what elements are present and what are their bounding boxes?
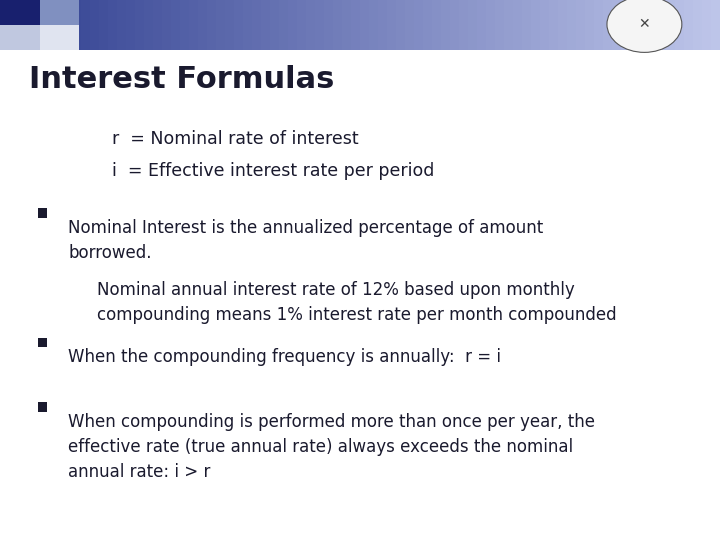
Bar [108,0,117,50]
Bar [36,0,45,50]
Bar [612,0,621,50]
Bar [198,0,207,50]
Bar [477,0,486,50]
Bar [63,0,72,50]
Bar [648,0,657,50]
Bar [38,208,47,218]
Text: i  = Effective interest rate per period: i = Effective interest rate per period [112,162,434,180]
Bar [153,0,162,50]
Bar [54,0,63,50]
Bar [144,0,153,50]
Bar [72,0,81,50]
Bar [567,0,576,50]
Bar [378,0,387,50]
Bar [38,338,47,347]
Bar [234,0,243,50]
Bar [684,0,693,50]
Bar [423,0,432,50]
Bar [0,0,40,25]
Bar [558,0,567,50]
Bar [666,0,675,50]
Text: Interest Formulas: Interest Formulas [29,65,334,94]
Bar [171,0,180,50]
Bar [540,0,549,50]
Text: ✕: ✕ [639,17,650,31]
Bar [396,0,405,50]
Bar [288,0,297,50]
Bar [531,0,540,50]
Bar [38,402,47,412]
Bar [0,0,9,50]
Bar [270,0,279,50]
Bar [468,0,477,50]
Bar [243,0,252,50]
Bar [522,0,531,50]
Bar [693,0,702,50]
Bar [180,0,189,50]
Bar [297,0,306,50]
Bar [639,0,648,50]
Bar [225,0,234,50]
Bar [549,0,558,50]
Bar [324,0,333,50]
Bar [306,0,315,50]
Bar [126,0,135,50]
Bar [207,0,216,50]
Bar [414,0,423,50]
Bar [90,0,99,50]
Bar [252,0,261,50]
Bar [702,0,711,50]
Bar [621,0,630,50]
Bar [216,0,225,50]
Bar [135,0,144,50]
Text: When the compounding frequency is annually:  r = i: When the compounding frequency is annual… [68,348,501,366]
Bar [657,0,666,50]
Bar [369,0,378,50]
Text: When compounding is performed more than once per year, the
effective rate (true : When compounding is performed more than … [68,413,595,481]
Bar [441,0,450,50]
Bar [40,25,79,50]
Bar [315,0,324,50]
Bar [27,0,36,50]
Bar [18,0,27,50]
Bar [360,0,369,50]
Bar [603,0,612,50]
Bar [459,0,468,50]
Bar [0,25,40,50]
Bar [342,0,351,50]
Bar [513,0,522,50]
Bar [432,0,441,50]
Bar [594,0,603,50]
Bar [99,0,108,50]
Bar [45,0,54,50]
Bar [630,0,639,50]
Bar [279,0,288,50]
Bar [486,0,495,50]
Bar [405,0,414,50]
Bar [189,0,198,50]
Bar [40,0,79,25]
Bar [504,0,513,50]
Bar [675,0,684,50]
Bar [261,0,270,50]
Bar [81,0,90,50]
Bar [450,0,459,50]
Text: r  = Nominal rate of interest: r = Nominal rate of interest [112,130,359,147]
Bar [351,0,360,50]
Bar [333,0,342,50]
Bar [387,0,396,50]
Bar [9,0,18,50]
Bar [585,0,594,50]
Text: Nominal annual interest rate of 12% based upon monthly
compounding means 1% inte: Nominal annual interest rate of 12% base… [97,281,617,324]
Bar [711,0,720,50]
Text: Nominal Interest is the annualized percentage of amount
borrowed.: Nominal Interest is the annualized perce… [68,219,544,262]
Bar [495,0,504,50]
Bar [117,0,126,50]
Bar [576,0,585,50]
Bar [162,0,171,50]
Circle shape [607,0,682,52]
